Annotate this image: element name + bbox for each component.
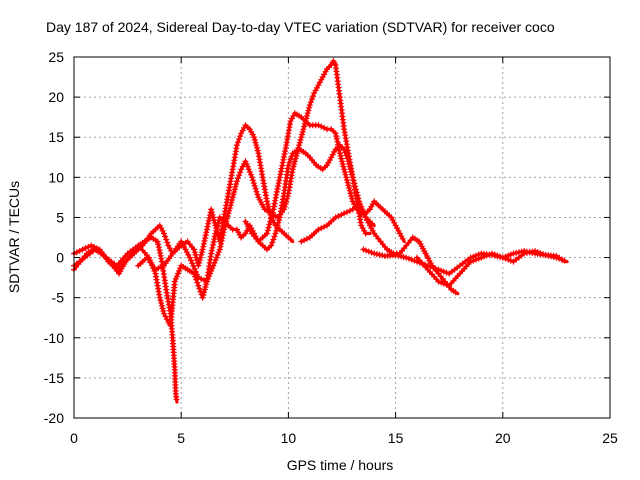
y-axis-label: SDTVAR / TECUs — [6, 181, 22, 293]
series-group — [71, 58, 569, 404]
x-tick-label: 10 — [281, 430, 297, 446]
y-tick-label: -10 — [44, 330, 64, 346]
series-markers — [414, 248, 568, 289]
y-tick-label: 5 — [56, 209, 64, 225]
y-tick-label: 25 — [48, 49, 64, 65]
series-line — [299, 203, 460, 296]
x-tick-label: 0 — [70, 430, 78, 446]
y-tick-label: -15 — [44, 370, 64, 386]
series-track-4 — [135, 58, 372, 285]
series-markers — [298, 202, 459, 296]
y-tick-label: -5 — [52, 290, 65, 306]
x-tick-label: 20 — [495, 430, 511, 446]
x-tick-label: 15 — [388, 430, 404, 446]
x-tick-label: 5 — [177, 430, 185, 446]
series-track-5 — [242, 110, 406, 245]
series-line — [136, 59, 372, 284]
y-tick-label: 20 — [48, 89, 64, 105]
series-markers — [242, 110, 406, 245]
series-track-8 — [414, 248, 569, 289]
series-markers — [135, 58, 369, 285]
series-track-6 — [298, 202, 460, 296]
chart-title: Day 187 of 2024, Sidereal Day-to-day VTE… — [46, 19, 555, 35]
x-axis-label: GPS time / hours — [287, 457, 394, 473]
x-tick-label: 25 — [602, 430, 618, 446]
plot-frame — [73, 56, 611, 419]
axis-ticks: 0 5 10 15 20 25 -20 -15 -10 -5 0 5 10 15 20 25 — [44, 49, 618, 446]
y-tick-label: -20 — [44, 410, 64, 426]
y-tick-label: 10 — [48, 169, 64, 185]
y-tick-label: 0 — [56, 250, 64, 266]
y-tick-label: 15 — [48, 129, 64, 145]
